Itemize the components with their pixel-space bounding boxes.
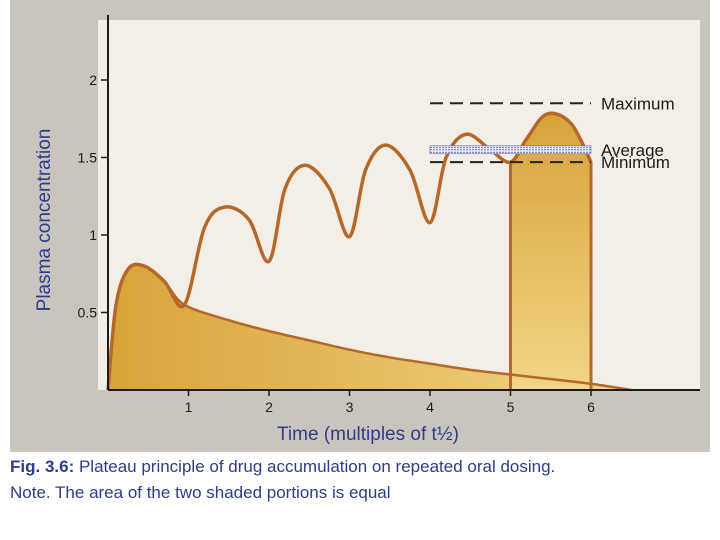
caption-figure-number: Fig. 3.6: [10,457,75,476]
y-axis-title: Plasma concentration [34,129,55,312]
x-tick-label: 5 [507,399,515,415]
x-tick-label: 1 [185,399,193,415]
plateau-shaded-block [510,113,591,390]
figure-caption: Fig. 3.6: Plateau principle of drug accu… [10,456,710,503]
x-tick-label: 3 [346,399,354,415]
single-dose-shaded-area [108,264,632,390]
x-tick-label: 4 [426,399,434,415]
x-axis-title: Time (multiples of t½) [277,424,459,445]
maximum-label: Maximum [601,94,675,113]
y-tick-label: 1 [89,227,97,243]
average-label: Average [601,141,664,160]
caption-text: Plateau principle of drug accumulation o… [74,457,556,476]
x-tick-label: 2 [265,399,273,415]
x-tick-label: 6 [587,399,595,415]
figure-panel: Maximum Average Minimum 1 2 3 4 5 6 0.5 1 1.5 2 Time … [10,0,710,452]
y-tick-label: 2 [89,72,97,88]
y-tick-label: 0.5 [78,305,98,321]
minimum-label: Minimum [601,153,670,172]
repeated-dosing-curve [106,111,593,391]
caption-note: Note. The area of the two shaded portion… [10,483,391,502]
y-tick-label: 1.5 [78,150,98,166]
